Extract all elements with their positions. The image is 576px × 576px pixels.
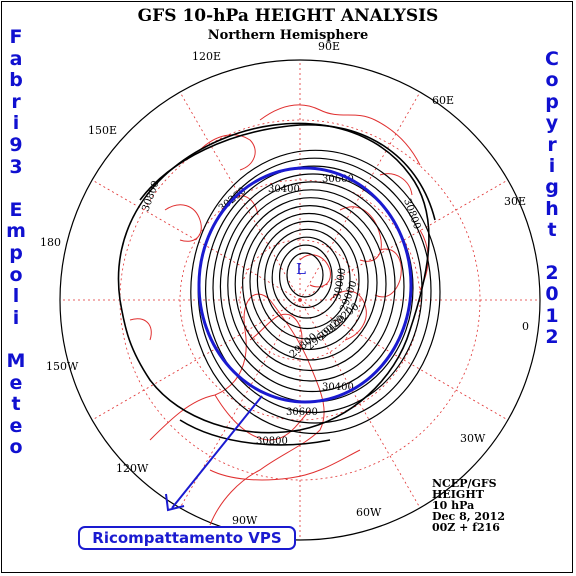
meridian-line [299, 299, 509, 421]
lon-label-90w: 90W [232, 514, 258, 527]
height-contour [264, 228, 351, 330]
info-line: Dec 8, 2012 [432, 510, 505, 523]
lon-label-60w: 60W [356, 506, 382, 519]
vertical-letter: M [6, 350, 26, 372]
vertical-letter: F [9, 26, 23, 48]
vertical-letter: p [545, 90, 559, 113]
vertical-letter: o [545, 69, 559, 92]
vertical-letter: g [545, 176, 559, 199]
coastline-segment [259, 104, 421, 166]
callout-arrow-head [165, 493, 185, 512]
height-contour [278, 244, 333, 309]
vertical-letter: 9 [9, 134, 23, 156]
vertical-letter: r [547, 133, 557, 156]
lon-label-150w: 150W [46, 360, 79, 373]
coastline-segment [374, 248, 402, 298]
contour-label: 30400 [322, 382, 354, 393]
vertical-letter: E [9, 198, 23, 221]
height-contour [241, 204, 378, 361]
vertical-letter: h [545, 197, 559, 220]
vertical-letter: 0 [545, 283, 559, 306]
info-line: 00Z + f216 [432, 521, 500, 534]
vertical-letter: m [6, 220, 26, 243]
vertical-letter: 2 [545, 262, 559, 284]
lon-label-150e: 150E [88, 124, 118, 137]
vertical-letter: i [12, 112, 20, 135]
vertical-letter: o [9, 436, 23, 459]
callout-box: Ricompattamento VPS [78, 526, 296, 550]
vertical-letter: r [11, 90, 21, 113]
contour-label: 30600 [322, 174, 354, 185]
coastline-segment [339, 206, 382, 262]
meridian-line [299, 299, 421, 509]
contour-label: 30800 [256, 436, 288, 447]
coastline-segment [214, 394, 311, 441]
vertical-letter: i [548, 155, 556, 177]
contour-label: 30000 [332, 267, 348, 300]
coastline-segment [299, 254, 331, 288]
vertical-letter: 1 [545, 304, 559, 327]
vertical-letter: t [11, 393, 21, 416]
low-pressure-marker: L [296, 260, 306, 278]
vertical-letter: l [12, 285, 20, 308]
height-contour [249, 212, 369, 351]
coastline-segment [149, 293, 325, 526]
vertical-letter: e [9, 414, 23, 437]
map-title: GFS 10-hPa HEIGHT ANALYSIS [137, 6, 439, 26]
lon-label-30w: 30W [460, 432, 486, 445]
lon-label-120w: 120W [116, 462, 149, 475]
info-line: 10 hPa [432, 499, 475, 512]
height-contour [190, 149, 441, 435]
vertical-letter: 3 [9, 155, 23, 178]
product-info: NCEP/GFS HEIGHT 10 hPa Dec 8, 2012 00Z +… [432, 478, 505, 533]
info-line: HEIGHT [432, 488, 484, 501]
coastline-segment [199, 134, 256, 171]
info-line: NCEP/GFS [432, 477, 497, 490]
height-contour [286, 252, 324, 298]
height-contour [234, 197, 387, 372]
contour-label: 30600 [286, 407, 318, 418]
contour-label: 30400 [268, 184, 300, 195]
height-contour-outer [117, 122, 430, 434]
lon-label-180: 180 [40, 236, 61, 249]
height-contour [271, 236, 342, 319]
map-boundary [59, 59, 541, 541]
vertical-letter: a [9, 47, 23, 70]
vertical-letter: o [9, 263, 23, 286]
vertical-letter: C [545, 48, 559, 70]
lon-label-90e: 90E [318, 40, 341, 53]
vertical-letter: 2 [545, 326, 559, 349]
meridian-line [91, 299, 301, 421]
height-contour [219, 181, 405, 393]
coastline-segment [129, 318, 152, 341]
height-contour [256, 220, 360, 340]
coastline-segment [249, 313, 303, 351]
lon-label-0: 0 [522, 320, 529, 333]
vertical-letter: e [9, 371, 23, 394]
height-contour-outer [139, 124, 436, 221]
vortex-highlight-ellipse [197, 166, 413, 404]
height-contour [227, 189, 396, 382]
meridian-line [299, 91, 421, 301]
vertical-letter: i [12, 306, 20, 329]
vertical-letter: t [547, 219, 557, 242]
map-subtitle: Northern Hemisphere [207, 28, 369, 43]
vertical-letter: p [9, 242, 23, 264]
vertical-letter: b [9, 69, 23, 92]
callout-arrow-line [171, 395, 263, 509]
coastline-segment [209, 449, 361, 481]
lon-label-60e: 60E [432, 94, 455, 107]
vertical-letter: y [545, 112, 559, 135]
lon-label-120e: 120E [192, 50, 222, 63]
height-contour-outer [179, 419, 331, 446]
coastline-segment [164, 204, 202, 242]
coastlines [129, 104, 429, 526]
lon-label-30e: 30E [504, 195, 527, 208]
